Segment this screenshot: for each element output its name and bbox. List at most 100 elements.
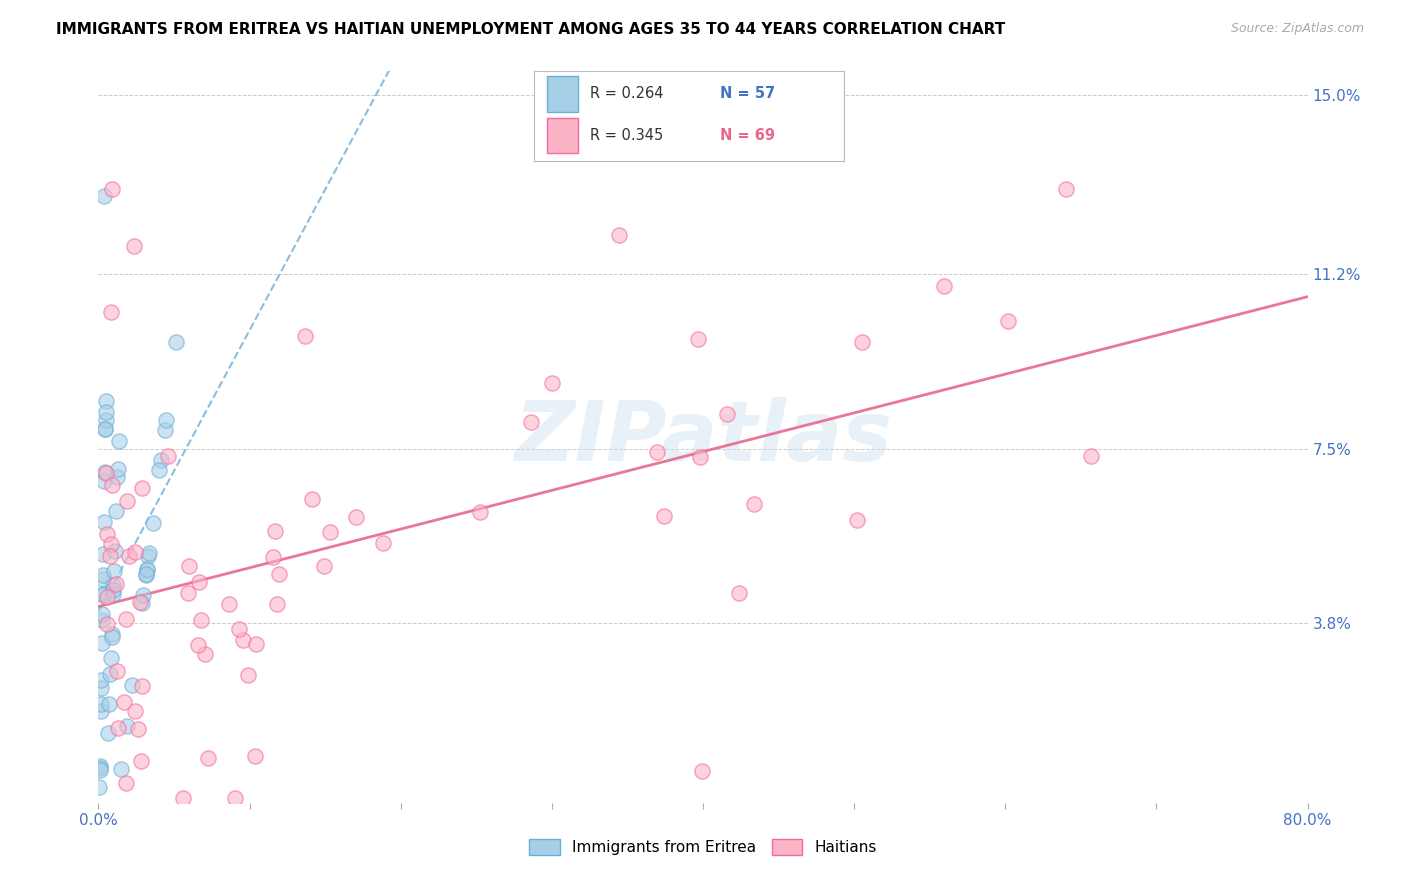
Point bbox=[520, 415, 543, 429]
Point bbox=[142, 516, 165, 530]
Point bbox=[131, 679, 153, 693]
Point bbox=[728, 585, 751, 599]
Text: IMMIGRANTS FROM ERITREA VS HAITIAN UNEMPLOYMENT AMONG AGES 35 TO 44 YEARS CORREL: IMMIGRANTS FROM ERITREA VS HAITIAN UNEMP… bbox=[56, 22, 1005, 37]
Point bbox=[107, 462, 129, 476]
Point bbox=[94, 413, 117, 427]
Point bbox=[91, 613, 114, 627]
Point bbox=[124, 544, 146, 558]
Text: N = 57: N = 57 bbox=[720, 87, 775, 101]
Point bbox=[1054, 182, 1077, 196]
Point bbox=[607, 228, 630, 243]
Point bbox=[294, 329, 316, 343]
Point bbox=[103, 578, 125, 592]
Point bbox=[238, 668, 260, 682]
Point bbox=[93, 189, 115, 203]
Point bbox=[269, 567, 291, 582]
Point bbox=[149, 452, 172, 467]
Point bbox=[121, 678, 143, 692]
Point bbox=[89, 780, 111, 794]
Point bbox=[371, 536, 394, 550]
Point bbox=[100, 305, 122, 319]
Text: ZIPatlas: ZIPatlas bbox=[515, 397, 891, 477]
Point bbox=[100, 630, 122, 644]
Point bbox=[101, 182, 124, 196]
Point bbox=[172, 791, 194, 805]
Point bbox=[89, 761, 111, 775]
Point bbox=[91, 572, 114, 586]
Point bbox=[124, 704, 146, 718]
Point bbox=[115, 776, 138, 790]
Point bbox=[122, 239, 145, 253]
Point bbox=[232, 633, 254, 648]
Legend: Immigrants from Eritrea, Haitians: Immigrants from Eritrea, Haitians bbox=[523, 833, 883, 861]
Point bbox=[135, 561, 157, 575]
Point bbox=[90, 681, 112, 696]
Point bbox=[129, 755, 152, 769]
Point bbox=[110, 762, 132, 776]
Text: N = 69: N = 69 bbox=[720, 128, 775, 143]
Point bbox=[153, 423, 176, 437]
Point bbox=[96, 526, 118, 541]
Point bbox=[138, 546, 160, 560]
Point bbox=[138, 549, 160, 563]
Point bbox=[90, 697, 112, 711]
Point bbox=[468, 505, 491, 519]
Point bbox=[932, 279, 955, 293]
Point bbox=[105, 664, 128, 678]
Point bbox=[218, 597, 240, 611]
Point bbox=[228, 622, 250, 636]
Point bbox=[93, 465, 115, 479]
Point bbox=[89, 759, 111, 773]
Point bbox=[98, 697, 121, 711]
Point bbox=[266, 597, 288, 611]
Point bbox=[263, 524, 285, 539]
Point bbox=[262, 550, 284, 565]
Bar bbox=[547, 118, 578, 153]
Point bbox=[96, 617, 118, 632]
Point bbox=[541, 376, 564, 390]
Text: R = 0.264: R = 0.264 bbox=[591, 87, 664, 101]
Point bbox=[105, 470, 128, 484]
Point bbox=[224, 791, 246, 805]
Point bbox=[107, 722, 129, 736]
Point bbox=[997, 314, 1019, 328]
Point bbox=[91, 568, 114, 582]
Point bbox=[165, 334, 187, 349]
Point bbox=[312, 558, 335, 573]
Point bbox=[115, 494, 138, 508]
Point bbox=[194, 648, 217, 662]
Point bbox=[100, 651, 122, 665]
Point bbox=[98, 549, 121, 563]
Point bbox=[187, 638, 209, 652]
Point bbox=[716, 408, 738, 422]
Point bbox=[104, 577, 127, 591]
Point bbox=[89, 764, 111, 778]
Point bbox=[94, 394, 117, 409]
Point bbox=[98, 667, 121, 681]
Point bbox=[94, 422, 117, 436]
Point bbox=[129, 595, 152, 609]
Point bbox=[94, 466, 117, 480]
Point bbox=[301, 491, 323, 506]
Point bbox=[115, 719, 138, 733]
Point bbox=[93, 475, 115, 489]
Point bbox=[100, 627, 122, 641]
Point bbox=[654, 508, 676, 523]
Point bbox=[101, 587, 124, 601]
Point bbox=[103, 583, 125, 598]
Point bbox=[135, 566, 157, 581]
Point bbox=[97, 726, 120, 740]
Point bbox=[318, 525, 340, 540]
Point bbox=[96, 591, 118, 605]
Point bbox=[103, 564, 125, 578]
Point bbox=[101, 477, 124, 491]
Point bbox=[90, 673, 112, 688]
Point bbox=[135, 564, 157, 578]
Point bbox=[197, 751, 219, 765]
Point bbox=[851, 334, 873, 349]
Point bbox=[243, 748, 266, 763]
Point bbox=[156, 449, 179, 463]
Point bbox=[190, 613, 212, 627]
Point bbox=[114, 612, 136, 626]
Point bbox=[688, 332, 710, 346]
